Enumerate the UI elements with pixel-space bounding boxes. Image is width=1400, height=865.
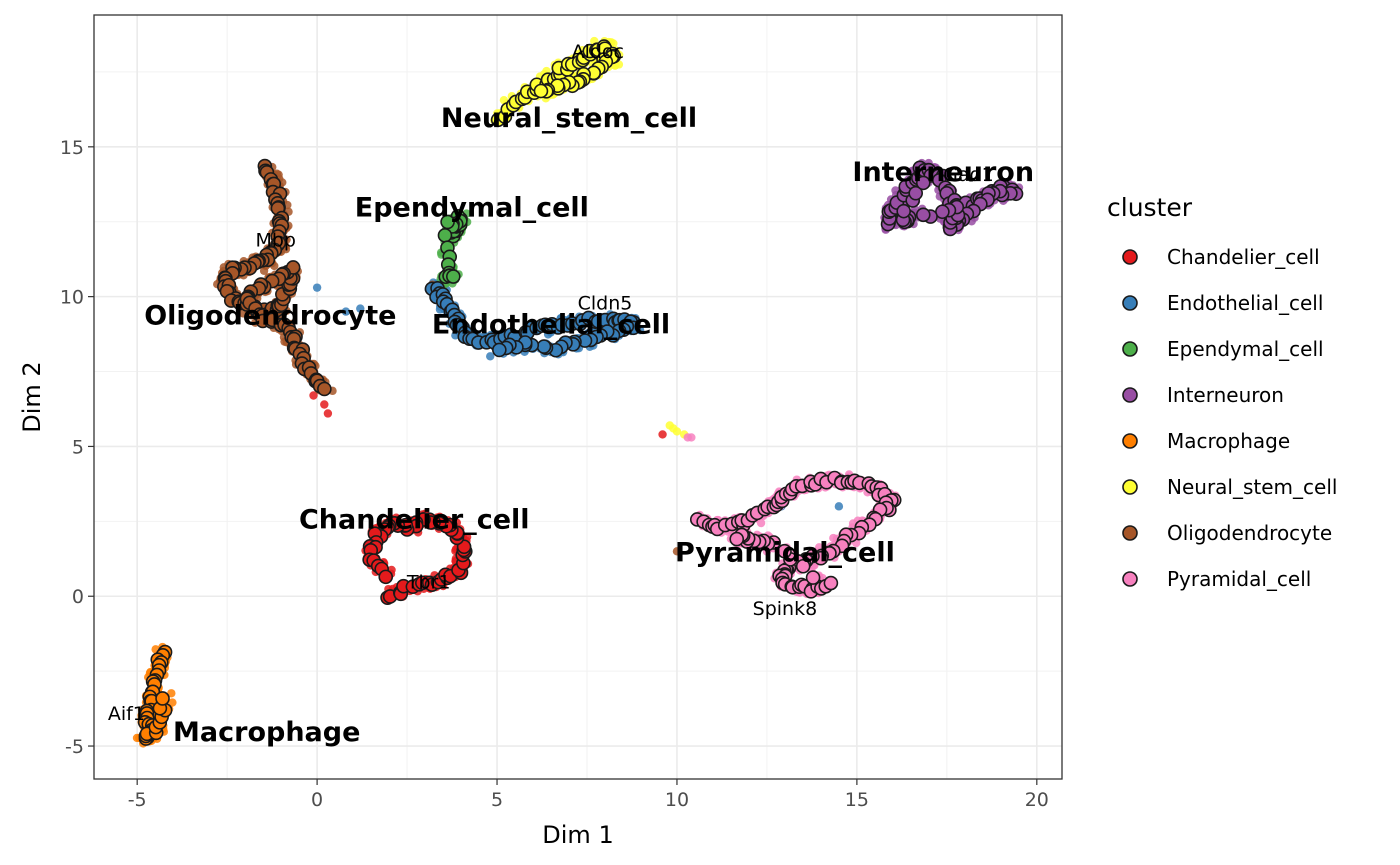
cluster-label: Pyramidal_cell — [675, 537, 895, 568]
cell-point — [683, 433, 692, 442]
marker-gene-point — [440, 214, 455, 230]
marker-gene-point — [805, 570, 821, 585]
cluster-label: Oligodendrocyte — [144, 301, 396, 332]
y-tick-label: 5 — [72, 436, 84, 458]
legend: cluster Chandelier_cell Endothelial_cell E… — [1107, 193, 1337, 591]
legend-label: Pyramidal_cell — [1167, 567, 1311, 591]
gene-labels: Aldoc Gad1 Mbp Cldn5 Tbr1 Spink8 Aif1 — [108, 41, 994, 725]
marker-gene-point — [536, 339, 552, 354]
y-tick-label: 0 — [72, 586, 84, 608]
cell-point — [834, 502, 844, 511]
legend-label: Interneuron — [1167, 383, 1284, 407]
gene-label: Gad1 — [943, 164, 994, 186]
cell-points — [132, 36, 1024, 748]
cell-point — [341, 307, 351, 316]
cell-point — [451, 331, 460, 340]
gene-label: Mbp — [255, 230, 296, 252]
legend-label: Endothelial_cell — [1167, 291, 1323, 315]
marker-gene-point — [908, 185, 924, 201]
marker-gene-point — [437, 228, 453, 243]
cell-point — [320, 400, 329, 409]
y-tick-label: 15 — [60, 137, 84, 159]
cluster-label: Ependymal_cell — [355, 193, 589, 224]
y-axis-title: Dim 2 — [18, 361, 46, 432]
panel-border — [93, 14, 1063, 780]
marker-gene-point — [317, 381, 332, 397]
marker-gene-point — [915, 175, 931, 191]
y-tick-label: 10 — [60, 287, 84, 309]
legend-key — [1122, 433, 1138, 449]
x-tick-label: 10 — [665, 789, 689, 811]
x-tick-label: 0 — [311, 789, 323, 811]
gene-label: Cldn5 — [578, 293, 633, 315]
marker-gene-point — [492, 342, 507, 358]
legend-key — [1122, 479, 1138, 495]
legend-key — [1122, 525, 1138, 541]
gene-label: Aldoc — [572, 41, 624, 63]
x-axis: -5 0 5 10 15 20 — [128, 779, 1049, 811]
legend-key — [1122, 387, 1138, 403]
gene-label: Aif1 — [108, 703, 145, 725]
cluster-label: Chandelier_cell — [299, 504, 530, 535]
y-tick-label: -5 — [65, 736, 84, 758]
marker-gene-point — [533, 83, 549, 99]
legend-key — [1122, 295, 1138, 311]
cell-point — [323, 409, 333, 418]
cell-point — [168, 698, 177, 707]
cell-point — [499, 95, 509, 105]
cluster-label: Endothelial_cell — [432, 310, 670, 341]
legend-label: Macrophage — [1167, 429, 1290, 453]
legend-label: Ependymal_cell — [1167, 337, 1324, 361]
legend-label: Oligodendrocyte — [1167, 521, 1332, 545]
cell-point — [486, 352, 495, 361]
cell-point — [658, 430, 667, 439]
cell-point — [672, 427, 682, 436]
legend-label: Chandelier_cell — [1167, 245, 1320, 269]
x-axis-title: Dim 1 — [542, 821, 613, 849]
x-tick-label: 5 — [491, 789, 503, 811]
cluster-label: Macrophage — [173, 717, 360, 748]
cell-point — [167, 689, 176, 698]
marker-gene-point — [777, 543, 792, 559]
marker-gene-point — [896, 203, 911, 219]
cell-point — [309, 391, 318, 400]
gene-label: Tbr1 — [406, 571, 451, 593]
marker-gene-point — [795, 558, 811, 574]
legend-key — [1122, 341, 1138, 357]
cell-point — [312, 283, 322, 292]
marker-gene-point — [729, 531, 745, 547]
cell-point — [665, 421, 674, 430]
x-tick-label: -5 — [128, 789, 147, 811]
marker-gene-point — [935, 204, 950, 220]
major-gridlines — [94, 15, 1062, 779]
cluster-label: Interneuron — [852, 157, 1034, 188]
y-axis: -5 0 5 10 15 — [60, 137, 94, 758]
marker-gene-point — [823, 575, 839, 591]
cell-point — [829, 533, 838, 543]
gene-label: Spink8 — [753, 598, 818, 620]
marker-gene-point — [155, 691, 170, 706]
cluster-labels: Neural_stem_cell Ependymal_cell Interneuro… — [144, 103, 1034, 748]
legend-key — [1122, 249, 1138, 265]
x-tick-label: 20 — [1025, 789, 1049, 811]
legend-title: cluster — [1107, 193, 1193, 222]
marker-gene-point — [445, 269, 461, 284]
x-tick-label: 15 — [845, 789, 869, 811]
cell-point — [672, 547, 682, 556]
marker-gene-point — [915, 207, 931, 223]
marker-gene-points — [137, 39, 1024, 746]
cell-point — [356, 304, 365, 313]
cell-point — [259, 266, 269, 275]
marker-gene-point — [378, 569, 394, 585]
legend-label: Neural_stem_cell — [1167, 475, 1337, 499]
legend-key — [1122, 571, 1138, 587]
cell-point — [756, 518, 766, 528]
cluster-label: Neural_stem_cell — [441, 103, 697, 134]
